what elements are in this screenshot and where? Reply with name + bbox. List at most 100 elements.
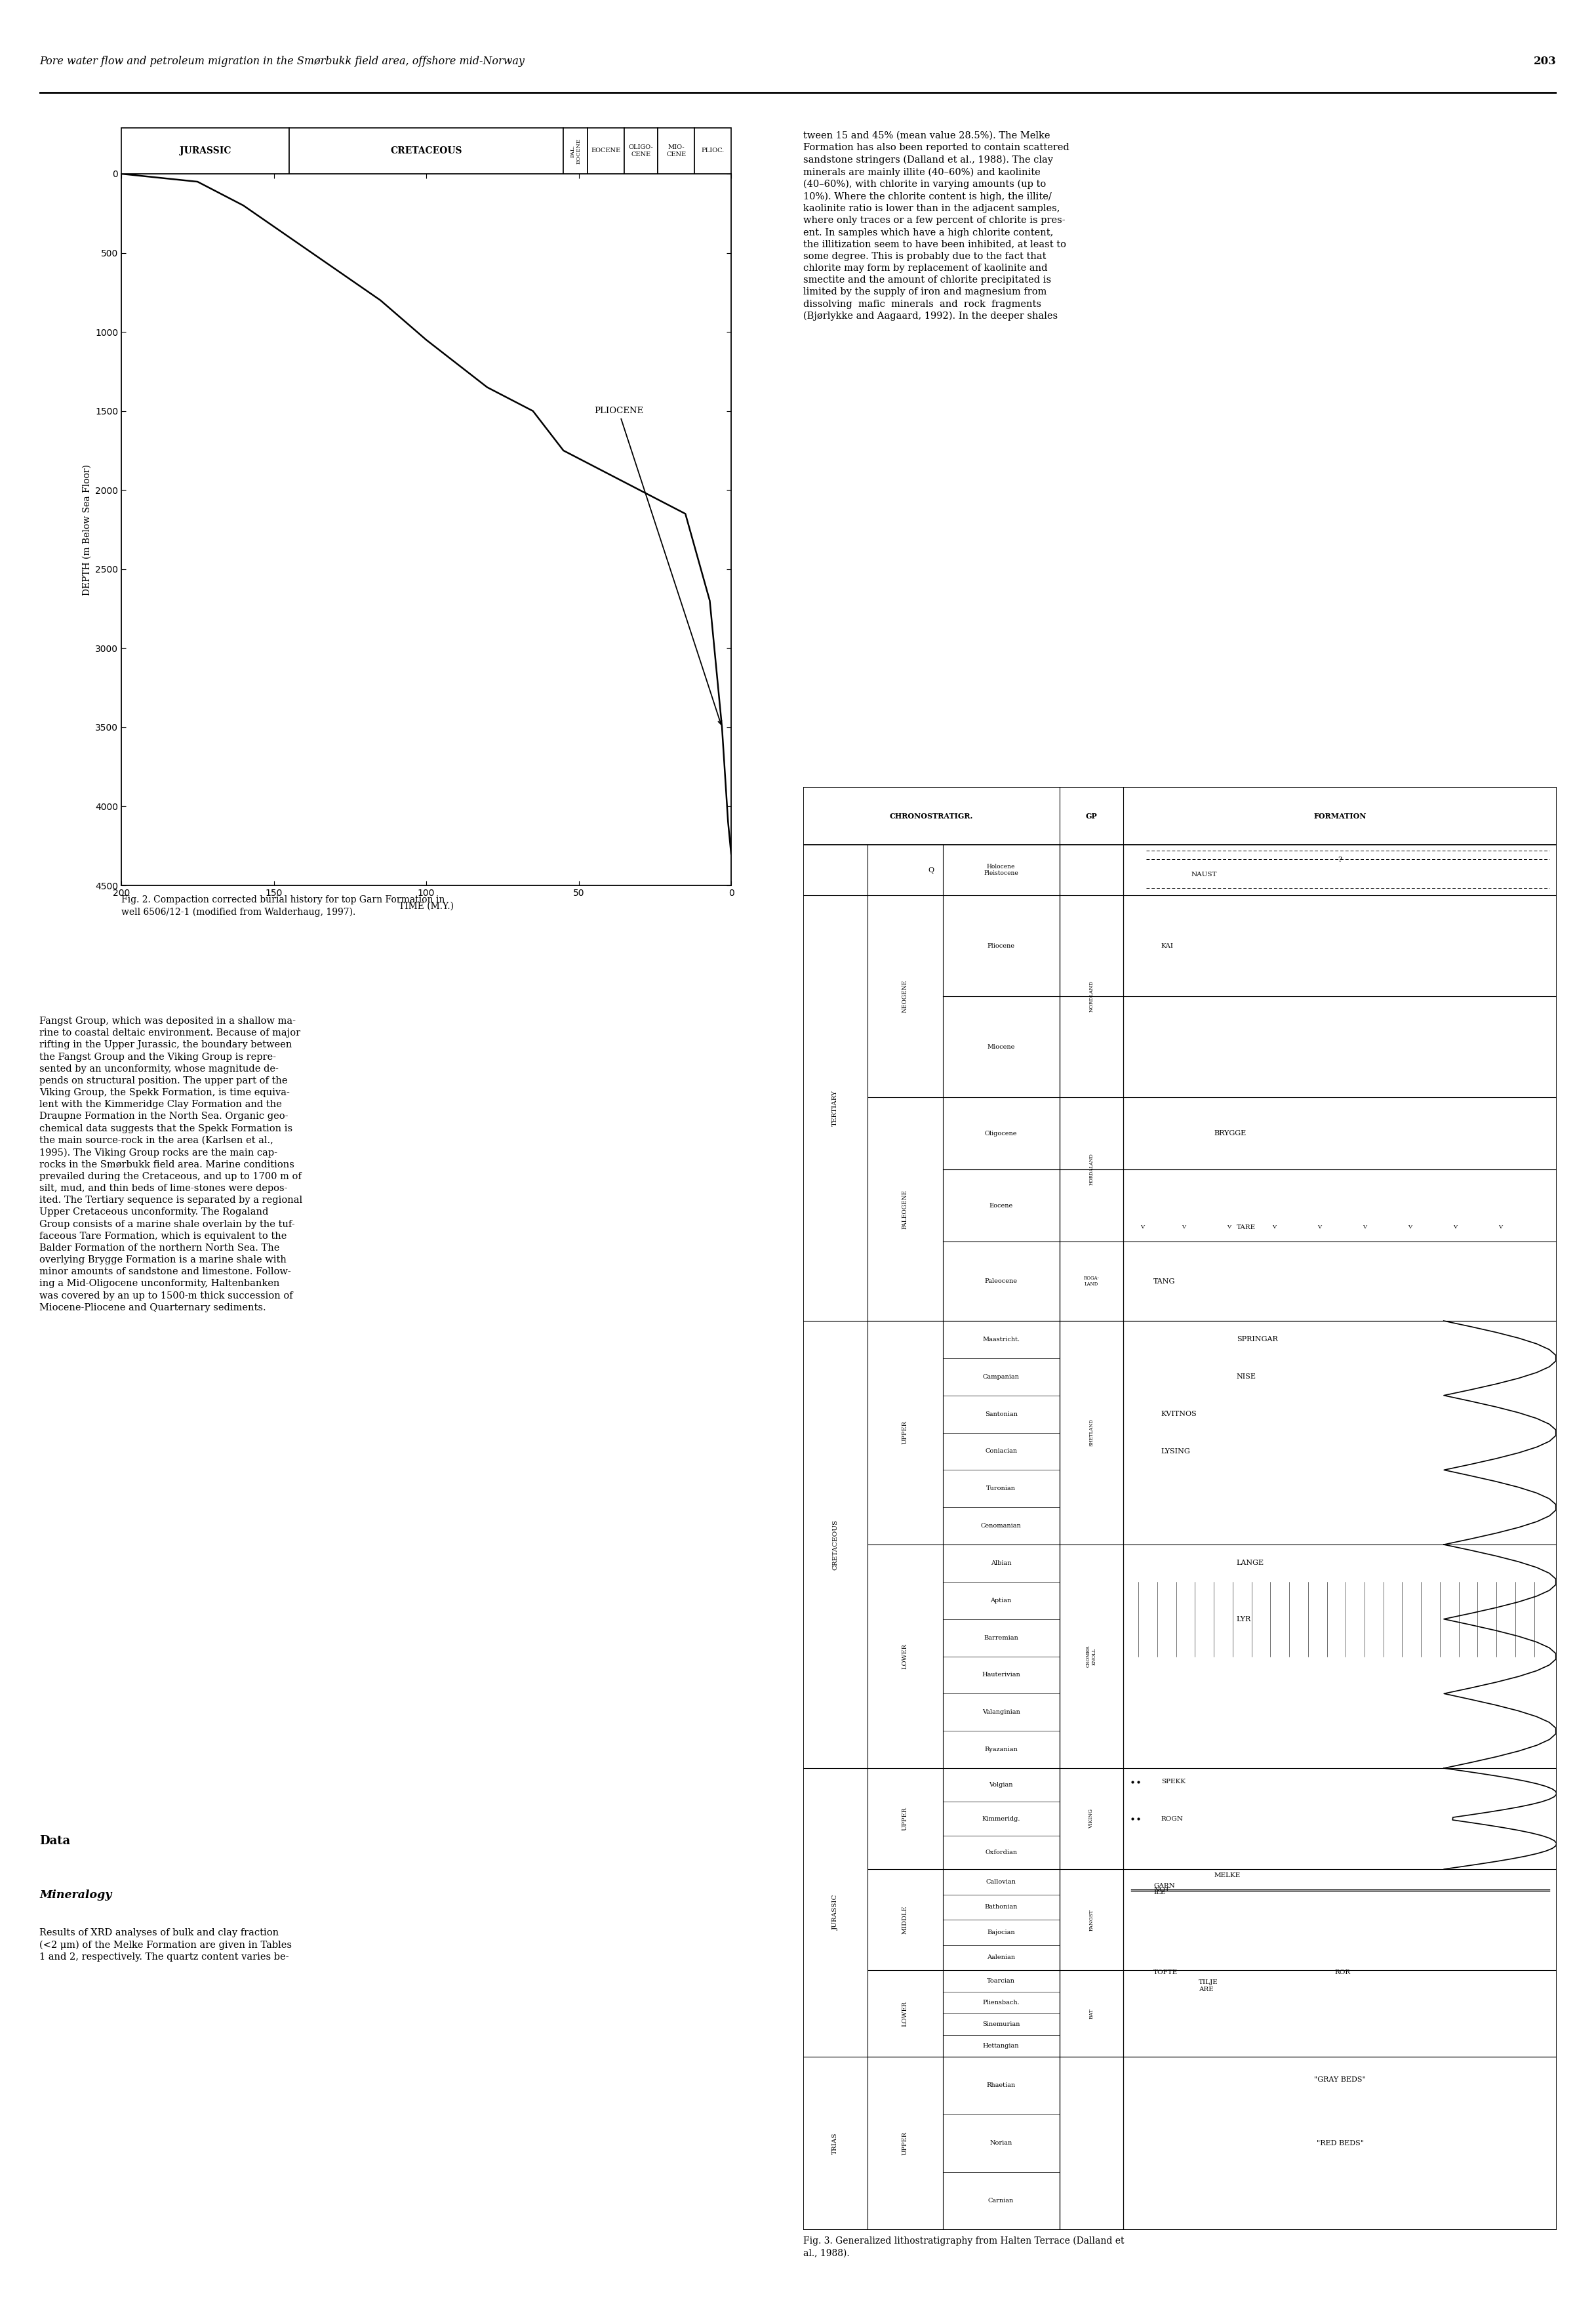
Text: TOFTE: TOFTE (1154, 1970, 1178, 1975)
Text: LANGE: LANGE (1237, 1559, 1264, 1566)
Bar (289, 128, 563, 174)
Text: NAUST: NAUST (1191, 871, 1218, 878)
Text: FANGST: FANGST (1088, 1910, 1093, 1930)
Bar (121, 128, 289, 174)
Text: PLIOC.: PLIOC. (701, 149, 725, 153)
Text: CHRONOSTRATIGR.: CHRONOSTRATIGR. (889, 813, 974, 820)
Text: Callovian: Callovian (986, 1879, 1017, 1884)
Text: TANG: TANG (1154, 1278, 1176, 1285)
Text: Valanginian: Valanginian (982, 1710, 1020, 1714)
Text: Mineralogy: Mineralogy (40, 1891, 112, 1900)
Text: "RED BEDS": "RED BEDS" (1317, 2139, 1363, 2146)
Text: ARE: ARE (1199, 1986, 1213, 1993)
Text: Pliocene: Pliocene (988, 943, 1015, 948)
Text: Fangst Group, which was deposited in a shallow ma-
rine to coastal deltaic envir: Fangst Group, which was deposited in a s… (40, 1017, 302, 1312)
Text: JURASSIC: JURASSIC (179, 146, 231, 156)
Text: Hettangian: Hettangian (983, 2042, 1020, 2049)
Text: GP: GP (1085, 813, 1096, 820)
Text: V: V (1363, 1224, 1366, 1229)
Text: Data: Data (40, 1835, 70, 1847)
Text: LOWER: LOWER (902, 2000, 908, 2026)
Text: NORDLAND: NORDLAND (1088, 980, 1093, 1013)
Text: PLIOCENE: PLIOCENE (594, 407, 721, 725)
Text: Norian: Norian (990, 2139, 1012, 2146)
Text: ?: ? (1337, 857, 1342, 864)
Text: UPPER: UPPER (902, 1422, 908, 1445)
Text: V: V (1499, 1224, 1502, 1229)
Bar (694, 128, 731, 174)
Text: LYR: LYR (1237, 1617, 1251, 1621)
Text: ROR: ROR (1334, 1970, 1350, 1975)
Text: V: V (1317, 1224, 1321, 1229)
Text: BAT: BAT (1088, 2009, 1093, 2019)
Text: Aalenian: Aalenian (986, 1954, 1015, 1961)
Text: Fig. 3. Generalized lithostratigraphy from Halten Terrace (Dalland et
al., 1988): Fig. 3. Generalized lithostratigraphy fr… (803, 2237, 1124, 2258)
Text: V: V (1140, 1224, 1144, 1229)
Text: CROMER
KNOLL: CROMER KNOLL (1085, 1645, 1096, 1668)
Text: LOWER: LOWER (902, 1645, 908, 1670)
Text: Oligocene: Oligocene (985, 1131, 1017, 1136)
Text: Albian: Albian (991, 1561, 1012, 1566)
Text: Maastricht.: Maastricht. (982, 1336, 1020, 1343)
Bar (624, 128, 658, 174)
Text: OLIGO-
CENE: OLIGO- CENE (629, 144, 653, 158)
Text: V: V (1408, 1224, 1412, 1229)
Text: PALEOGENE: PALEOGENE (902, 1189, 908, 1229)
Text: FORMATION: FORMATION (1314, 813, 1366, 820)
Text: "GRAY BEDS": "GRAY BEDS" (1314, 2077, 1366, 2084)
Text: Coniacian: Coniacian (985, 1447, 1017, 1454)
Text: CRETACEOUS: CRETACEOUS (391, 146, 463, 156)
Text: Carnian: Carnian (988, 2198, 1013, 2205)
Text: Volgian: Volgian (990, 1782, 1013, 1789)
Text: UPPER: UPPER (902, 1807, 908, 1831)
Text: Rhaetian: Rhaetian (986, 2084, 1015, 2088)
Text: VIKING: VIKING (1088, 1810, 1093, 1828)
Text: Pore water flow and petroleum migration in the Smørbukk field area, offshore mid: Pore water flow and petroleum migration … (40, 56, 525, 67)
Text: 203: 203 (1534, 56, 1556, 67)
Y-axis label: DEPTH (m Below Sea Floor): DEPTH (m Below Sea Floor) (83, 465, 91, 595)
Text: Miocene: Miocene (986, 1043, 1015, 1050)
Text: ROGA-
LAND: ROGA- LAND (1084, 1275, 1100, 1287)
Text: Results of XRD analyses of bulk and clay fraction
(<2 μm) of the Melke Formation: Results of XRD analyses of bulk and clay… (40, 1928, 292, 1961)
Text: NISE: NISE (1237, 1373, 1256, 1380)
Text: Oxfordian: Oxfordian (985, 1849, 1017, 1856)
Text: Barremian: Barremian (983, 1635, 1018, 1640)
Bar (587, 128, 624, 174)
Text: Pliensbach.: Pliensbach. (983, 2000, 1020, 2005)
Text: UPPER: UPPER (902, 2133, 908, 2156)
Text: Turonian: Turonian (986, 1487, 1015, 1491)
Bar (658, 128, 694, 174)
Text: V: V (1181, 1224, 1186, 1229)
Text: JURASSIC: JURASSIC (833, 1896, 838, 1930)
Text: CRETACEOUS: CRETACEOUS (833, 1519, 838, 1570)
Text: ROGN: ROGN (1162, 1817, 1183, 1821)
Text: TERTIARY: TERTIARY (833, 1089, 838, 1127)
Text: MELKE: MELKE (1215, 1872, 1240, 1879)
Text: MIDDLE: MIDDLE (902, 1905, 908, 1935)
Text: GARN: GARN (1154, 1882, 1175, 1889)
Text: KVITNOS: KVITNOS (1162, 1410, 1197, 1417)
Text: NOT: NOT (1154, 1886, 1170, 1893)
Text: Toarcian: Toarcian (986, 1977, 1015, 1984)
Text: Bathonian: Bathonian (985, 1905, 1018, 1910)
Text: tween 15 and 45% (mean value 28.5%). The Melke
Formation has also been reported : tween 15 and 45% (mean value 28.5%). The… (803, 130, 1069, 321)
Text: Paleocene: Paleocene (985, 1278, 1017, 1285)
Text: Santonian: Santonian (985, 1410, 1017, 1417)
Text: Kimmeridg.: Kimmeridg. (982, 1817, 1020, 1821)
Text: Q: Q (929, 866, 934, 873)
Text: Fig. 2. Compaction corrected burial history for top Garn Formation in
well 6506/: Fig. 2. Compaction corrected burial hist… (121, 894, 445, 918)
Text: Hauterivian: Hauterivian (982, 1673, 1020, 1677)
Text: V: V (1452, 1224, 1457, 1229)
Text: HORDALAND: HORDALAND (1088, 1155, 1093, 1185)
Text: EOCENE: EOCENE (591, 149, 621, 153)
Text: V: V (1272, 1224, 1277, 1229)
Text: Bajocian: Bajocian (986, 1930, 1015, 1935)
Text: Campanian: Campanian (983, 1373, 1020, 1380)
Text: ILE: ILE (1154, 1889, 1165, 1896)
Text: Holocene
Pleistocene: Holocene Pleistocene (983, 864, 1018, 876)
Text: Ryazanian: Ryazanian (985, 1747, 1018, 1752)
Text: MIO-
CENE: MIO- CENE (667, 144, 686, 158)
Text: Sinemurian: Sinemurian (982, 2021, 1020, 2028)
Text: TILJE: TILJE (1199, 1979, 1218, 1986)
Text: LYSING: LYSING (1162, 1447, 1191, 1454)
